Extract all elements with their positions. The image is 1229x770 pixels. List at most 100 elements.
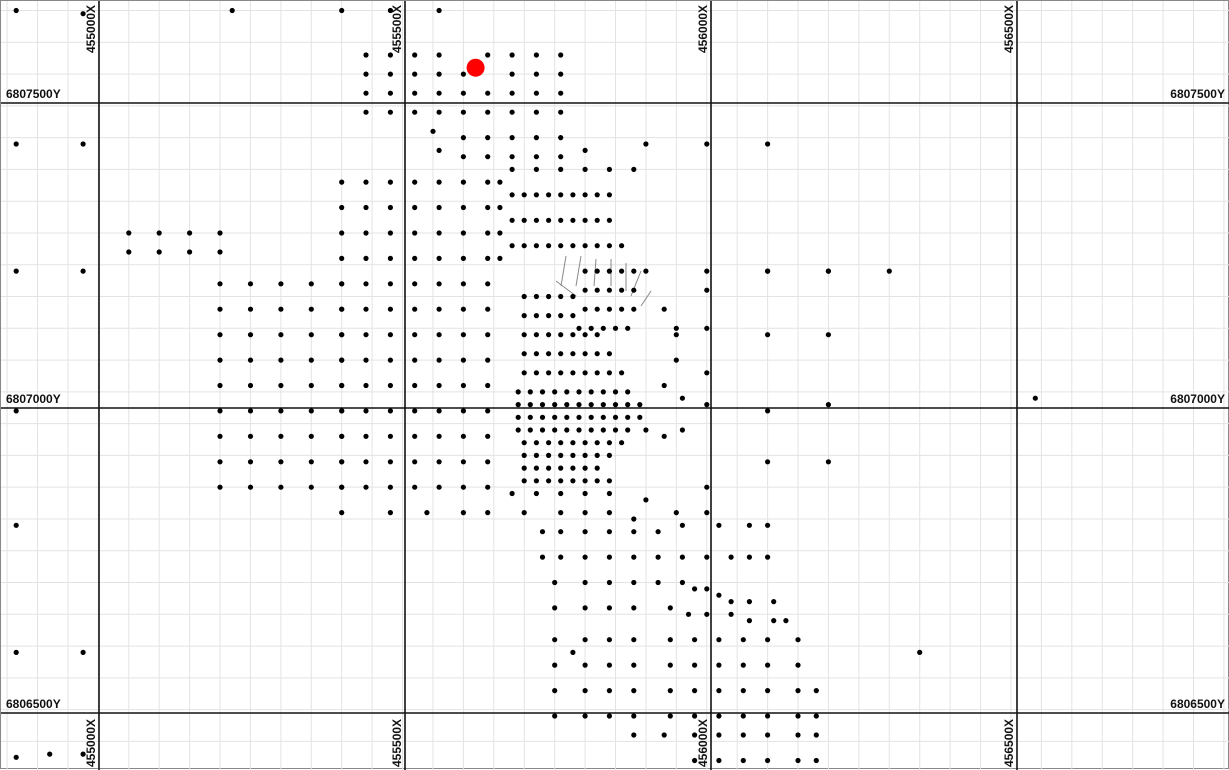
sample-point[interactable] <box>704 611 710 617</box>
sample-point[interactable] <box>539 529 546 535</box>
sample-point[interactable] <box>436 281 442 287</box>
sample-point[interactable] <box>509 490 515 497</box>
sample-point[interactable] <box>412 433 418 439</box>
sample-point[interactable] <box>278 281 284 287</box>
sample-point[interactable] <box>546 478 552 484</box>
sample-point[interactable] <box>606 579 613 586</box>
sample-point[interactable] <box>308 408 314 414</box>
sample-point[interactable] <box>576 402 582 408</box>
sample-point[interactable] <box>704 402 710 408</box>
sample-point[interactable] <box>539 414 546 420</box>
sample-point[interactable] <box>606 287 613 293</box>
sample-point[interactable] <box>667 713 673 719</box>
sample-point[interactable] <box>533 490 540 497</box>
sample-point[interactable] <box>606 370 613 376</box>
sample-point[interactable] <box>631 637 637 643</box>
sample-point[interactable] <box>825 268 832 274</box>
sample-point[interactable] <box>1032 395 1038 401</box>
sample-point[interactable] <box>570 192 576 198</box>
sample-point[interactable] <box>521 313 527 319</box>
sample-point[interactable] <box>363 255 369 261</box>
sample-point[interactable] <box>436 459 442 465</box>
sample-point[interactable] <box>13 522 19 528</box>
sample-point[interactable] <box>485 154 491 160</box>
sample-point[interactable] <box>460 204 466 211</box>
sample-point[interactable] <box>728 554 734 560</box>
sample-point[interactable] <box>716 662 722 668</box>
sample-point[interactable] <box>637 414 643 420</box>
sample-point[interactable] <box>582 490 588 497</box>
sample-point[interactable] <box>546 440 552 446</box>
sample-point[interactable] <box>485 109 491 115</box>
sample-point[interactable] <box>247 433 254 439</box>
sample-point[interactable] <box>387 71 393 77</box>
sample-point[interactable] <box>126 230 132 236</box>
sample-point[interactable] <box>363 52 369 58</box>
sample-point[interactable] <box>570 217 576 223</box>
sample-point[interactable] <box>509 90 515 96</box>
sample-point[interactable] <box>765 662 771 668</box>
sample-point[interactable] <box>558 166 564 172</box>
sample-point[interactable] <box>619 440 625 446</box>
sample-point[interactable] <box>600 402 606 408</box>
sample-point[interactable] <box>412 230 418 236</box>
sample-point[interactable] <box>612 389 619 395</box>
sample-point[interactable] <box>771 599 777 605</box>
sample-point[interactable] <box>606 688 613 694</box>
sample-point[interactable] <box>509 71 515 77</box>
sample-point[interactable] <box>521 293 527 300</box>
sample-point[interactable] <box>619 243 625 249</box>
sample-point[interactable] <box>582 529 588 535</box>
sample-point[interactable] <box>655 529 661 535</box>
sample-point[interactable] <box>13 649 19 656</box>
sample-point[interactable] <box>460 135 466 141</box>
sample-point[interactable] <box>606 440 613 446</box>
sample-point[interactable] <box>606 605 613 611</box>
sample-point[interactable] <box>387 230 393 236</box>
sample-point[interactable] <box>412 179 418 185</box>
sample-point[interactable] <box>363 204 369 211</box>
sample-point[interactable] <box>594 452 600 458</box>
sample-point[interactable] <box>606 510 613 516</box>
sample-point[interactable] <box>546 192 552 198</box>
sample-point[interactable] <box>582 465 588 471</box>
sample-point[interactable] <box>552 662 558 668</box>
sample-point[interactable] <box>594 465 600 471</box>
sample-point[interactable] <box>588 427 594 433</box>
sample-point[interactable] <box>631 579 637 586</box>
sample-point[interactable] <box>485 230 491 236</box>
sample-point[interactable] <box>600 414 606 420</box>
sample-point[interactable] <box>716 713 722 719</box>
sample-point[interactable] <box>679 554 686 560</box>
sample-point[interactable] <box>564 414 570 420</box>
sample-point[interactable] <box>363 332 369 338</box>
sample-point[interactable] <box>558 452 564 458</box>
sample-point[interactable] <box>363 179 369 185</box>
sample-point[interactable] <box>363 306 369 312</box>
sample-point[interactable] <box>539 554 546 560</box>
sample-point[interactable] <box>363 109 369 115</box>
sample-point[interactable] <box>412 109 418 115</box>
sample-point[interactable] <box>339 204 345 211</box>
sample-point[interactable] <box>521 192 527 198</box>
sample-point[interactable] <box>685 611 692 617</box>
sample-point[interactable] <box>765 637 771 643</box>
sample-point[interactable] <box>217 357 223 363</box>
sample-point[interactable] <box>521 243 527 249</box>
sample-point[interactable] <box>546 243 552 249</box>
sample-point[interactable] <box>546 217 552 223</box>
sample-point[interactable] <box>716 732 722 738</box>
sample-point[interactable] <box>436 382 442 389</box>
sample-point[interactable] <box>509 217 515 223</box>
sample-point[interactable] <box>655 554 661 560</box>
sample-point[interactable] <box>716 592 722 598</box>
sample-point[interactable] <box>412 281 418 287</box>
sample-point[interactable] <box>631 306 637 312</box>
sample-point[interactable] <box>600 325 606 331</box>
sample-point[interactable] <box>308 433 314 439</box>
sample-point[interactable] <box>558 52 564 58</box>
sample-point[interactable] <box>533 313 540 319</box>
sample-point[interactable] <box>80 11 86 17</box>
sample-point[interactable] <box>576 414 582 420</box>
